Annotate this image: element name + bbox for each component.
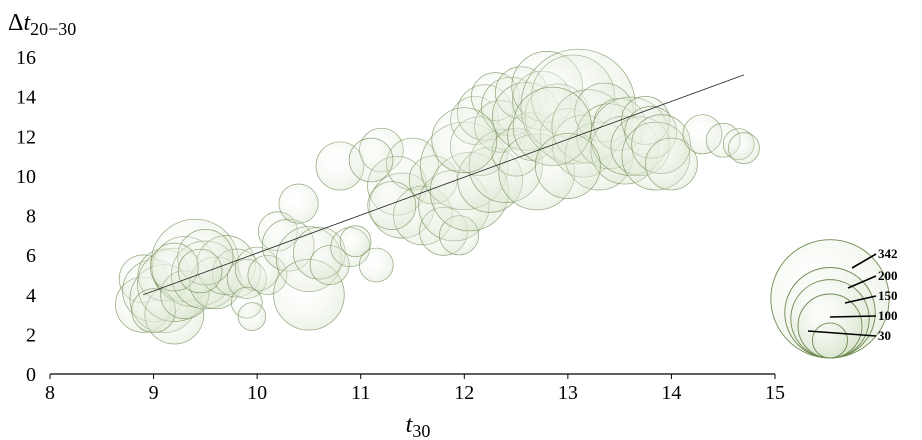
data-bubble — [278, 183, 319, 224]
y-tick-label: 0 — [26, 364, 36, 386]
y-tick-label: 14 — [16, 87, 36, 109]
x-tick-label: 14 — [661, 382, 681, 404]
x-tick-label: 12 — [454, 382, 474, 404]
x-tick-label: 13 — [558, 382, 578, 404]
data-bubble — [237, 302, 267, 331]
data-bubble — [367, 181, 417, 230]
legend-size-label: 200 — [878, 268, 898, 283]
legend-bubble — [812, 322, 848, 359]
legend-leader-line — [807, 330, 877, 337]
x-ticks: 8 9 10 11 12 13 14 15 — [45, 374, 785, 404]
y-ticks: 0 2 4 6 8 10 12 14 16 — [16, 47, 36, 386]
legend-size-label: 342 — [878, 246, 898, 261]
legend-leader-line — [847, 275, 877, 289]
y-axis-title: Δt20−30 — [8, 10, 76, 39]
x-tick-label: 9 — [149, 382, 159, 404]
data-bubble — [177, 248, 223, 294]
x-tick-label: 11 — [351, 382, 370, 404]
data-bubble — [348, 137, 394, 183]
legend-size-label: 150 — [878, 288, 898, 303]
data-bubble — [431, 107, 498, 174]
size-legend: 342 200 150 100 30 — [770, 239, 898, 359]
x-tick-label: 15 — [765, 382, 785, 404]
legend-leader-line — [829, 315, 877, 318]
data-bubble — [358, 247, 394, 283]
y-tick-label: 2 — [26, 324, 36, 346]
y-tick-label: 4 — [26, 285, 36, 307]
data-bubble — [339, 225, 372, 258]
legend-size-label: 30 — [878, 328, 891, 343]
trend-line — [143, 74, 745, 296]
legend-size-label: 100 — [878, 308, 898, 323]
bubble-layer — [115, 48, 760, 345]
data-bubble — [534, 133, 601, 199]
y-tick-label: 8 — [26, 206, 36, 228]
y-tick-label: 6 — [26, 245, 36, 267]
y-tick-label: 12 — [16, 126, 36, 148]
x-axis-title: t30 — [406, 412, 431, 440]
x-tick-label: 8 — [45, 382, 55, 404]
x-tick-label: 10 — [247, 382, 267, 404]
legend-leader-line — [844, 295, 877, 304]
y-tick-label: 10 — [16, 166, 36, 188]
data-bubble — [645, 137, 698, 191]
legend-leader-line — [851, 253, 877, 269]
data-bubble — [728, 132, 760, 164]
y-tick-label: 16 — [16, 47, 36, 69]
